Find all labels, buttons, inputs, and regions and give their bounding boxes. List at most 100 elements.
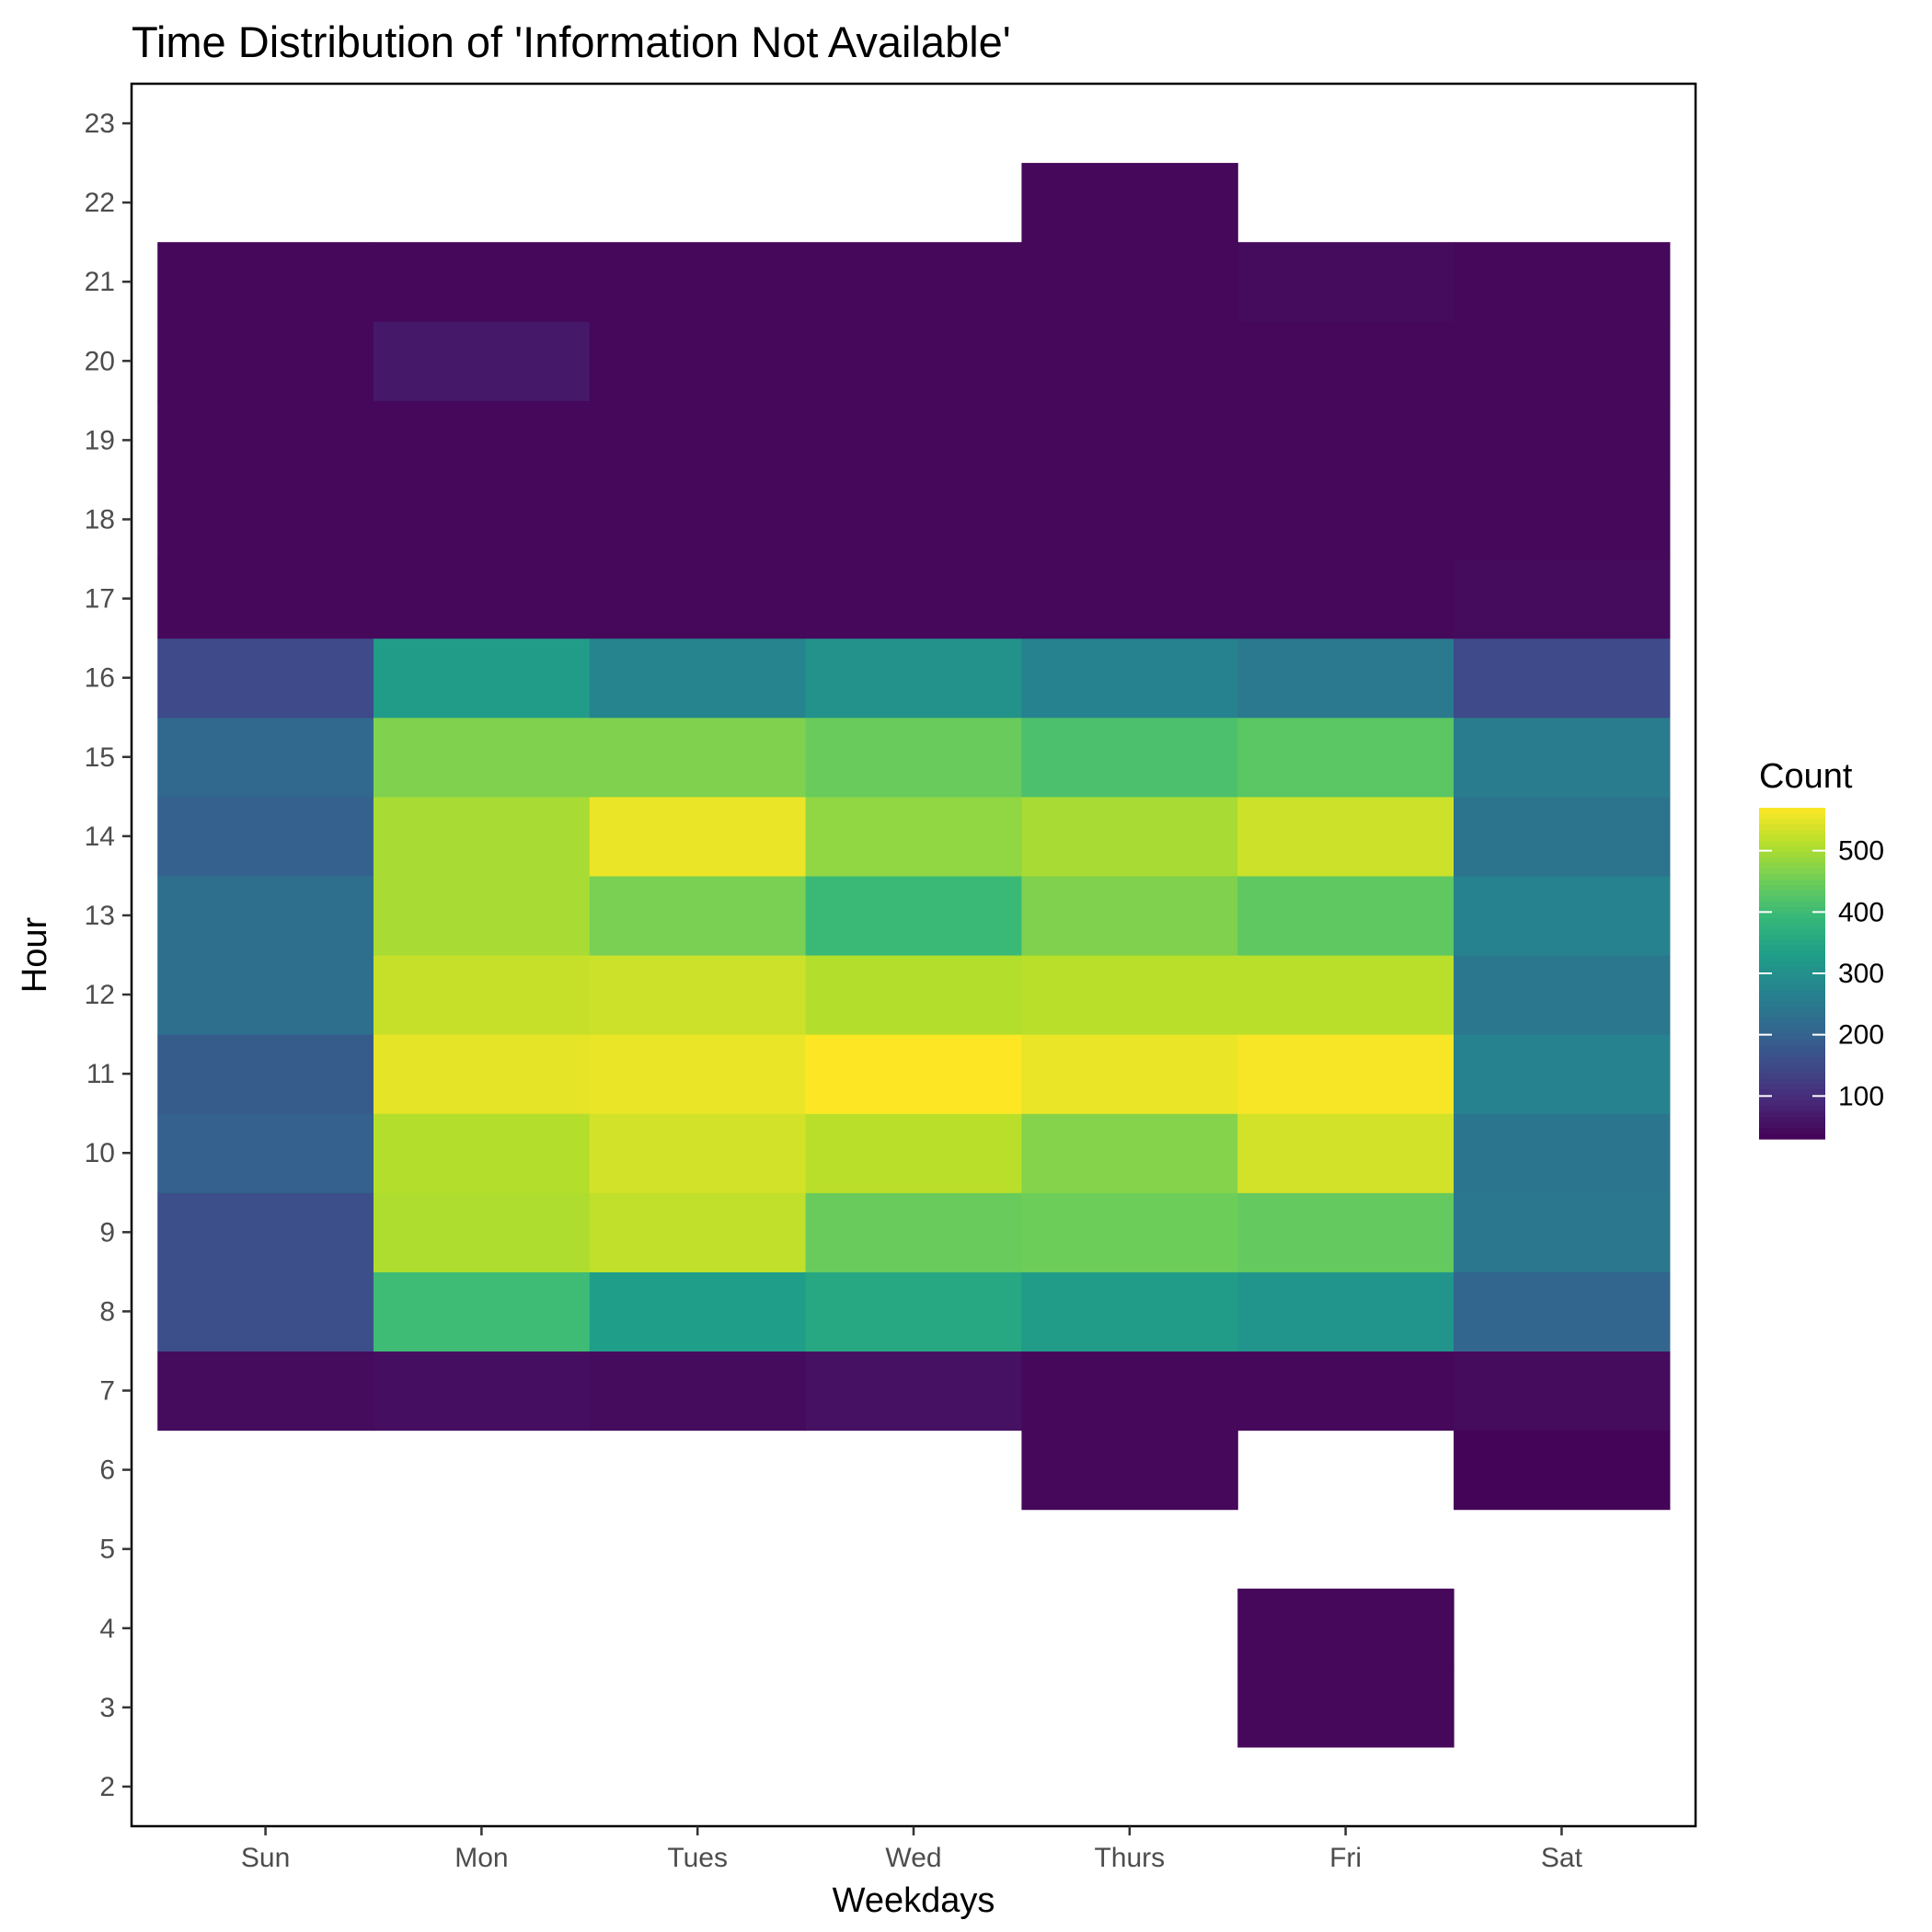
heatmap-cell	[157, 1351, 374, 1432]
y-tick-label: 8	[99, 1296, 115, 1327]
legend-color-step	[1759, 1001, 1825, 1007]
heatmap-cell	[1237, 242, 1455, 322]
legend-color-step	[1759, 1089, 1825, 1096]
y-tick-label: 16	[85, 663, 115, 694]
legend-color-step	[1759, 1095, 1825, 1101]
heatmap-cell	[1237, 1588, 1455, 1669]
heatmap-cell	[589, 717, 807, 798]
y-tick-label: 19	[85, 425, 115, 455]
heatmap-cell	[589, 558, 807, 639]
heatmap-cell	[805, 242, 1023, 322]
legend-color-step	[1759, 891, 1825, 897]
heatmap-cell	[373, 1034, 591, 1114]
heatmap-cell	[805, 479, 1023, 560]
legend-title: Count	[1759, 757, 1853, 796]
legend-color-step	[1759, 1018, 1825, 1024]
heatmap-cell	[1021, 558, 1238, 639]
legend-color-step	[1759, 984, 1825, 991]
heatmap-cell	[1021, 955, 1238, 1035]
heatmap-cell	[373, 321, 591, 401]
heatmap-cell	[1454, 875, 1671, 956]
heatmap-cell	[589, 1192, 807, 1272]
heatmap-cell	[157, 1192, 374, 1272]
legend-tick-label: 500	[1838, 836, 1884, 867]
legend-color-step	[1759, 1111, 1825, 1118]
legend-color-step	[1759, 1051, 1825, 1057]
heatmap-cell	[1454, 955, 1671, 1035]
heatmap-cell	[1237, 1113, 1455, 1193]
legend-color-step	[1759, 918, 1825, 925]
heatmap-cell	[805, 1113, 1023, 1193]
legend-color-step	[1759, 819, 1825, 825]
heatmap-cell	[1237, 1192, 1455, 1272]
heatmap-cell	[589, 1271, 807, 1352]
x-tick-label: Tues	[667, 1843, 728, 1873]
heatmap-cell	[1237, 400, 1455, 481]
heatmap-cell	[373, 558, 591, 639]
heatmap-cell	[589, 321, 807, 401]
heatmap-cell	[1237, 955, 1455, 1035]
y-tick-label: 21	[85, 267, 115, 297]
heatmap-cell	[805, 1271, 1023, 1352]
legend-color-step	[1759, 1040, 1825, 1046]
heatmap-cell	[1237, 638, 1455, 719]
heatmap-cell	[1021, 638, 1238, 719]
y-tick-label: 3	[99, 1693, 115, 1723]
x-axis-title: Weekdays	[833, 1881, 995, 1920]
y-tick-label: 9	[99, 1217, 115, 1248]
legend-color-step	[1759, 880, 1825, 886]
heatmap-cell	[589, 1034, 807, 1114]
legend-color-step	[1759, 1067, 1825, 1074]
heatmap-cell	[589, 796, 807, 877]
heatmap-cell	[1237, 796, 1455, 877]
legend-color-step	[1759, 841, 1825, 847]
heatmap-cell	[805, 638, 1023, 719]
heatmap-cell	[157, 242, 374, 322]
y-tick-label: 14	[85, 822, 115, 852]
heatmap-cell	[1237, 717, 1455, 798]
legend-color-step	[1759, 1084, 1825, 1090]
heatmap-cell	[157, 638, 374, 719]
legend-color-step	[1759, 835, 1825, 842]
heatmap-cell	[805, 875, 1023, 956]
y-tick-label: 2	[99, 1772, 115, 1802]
heatmap-cell	[373, 955, 591, 1035]
heatmap-cell	[805, 1192, 1023, 1272]
legend-color-step	[1759, 808, 1825, 814]
legend-color-step	[1759, 896, 1825, 903]
heatmap-cell	[1454, 1192, 1671, 1272]
legend-color-step	[1759, 1034, 1825, 1041]
heatmap-cell	[373, 479, 591, 560]
heatmap-cell	[1021, 479, 1238, 560]
heatmap-cell	[157, 558, 374, 639]
heatmap-cell	[157, 321, 374, 401]
heatmap-cell	[1454, 558, 1671, 639]
heatmap-cell	[1021, 321, 1238, 401]
y-axis-title: Hour	[16, 916, 54, 993]
heatmap-cell	[589, 242, 807, 322]
legend-color-step	[1759, 1006, 1825, 1013]
heatmap-cell	[805, 558, 1023, 639]
legend-color-step	[1759, 995, 1825, 1002]
legend-color-step	[1759, 940, 1825, 947]
heatmap-cell	[373, 875, 591, 956]
heatmap-cell	[157, 1113, 374, 1193]
color-legend: Count 100 200 300 400 500	[1759, 757, 1884, 1140]
legend-color-step	[1759, 1029, 1825, 1035]
heatmap-cell	[1021, 1271, 1238, 1352]
legend-color-step	[1759, 1106, 1825, 1112]
x-tick-label: Sun	[241, 1843, 290, 1873]
heatmap-cell	[1454, 242, 1671, 322]
heatmap-cell	[157, 1271, 374, 1352]
heatmap-cell	[1021, 1034, 1238, 1114]
legend-color-step	[1759, 863, 1825, 869]
y-tick-label: 5	[99, 1535, 115, 1565]
legend-color-step	[1759, 824, 1825, 831]
heatmap-cell	[805, 796, 1023, 877]
legend-color-step	[1759, 830, 1825, 836]
heatmap-cell	[1237, 1271, 1455, 1352]
x-tick-label: Thurs	[1094, 1843, 1165, 1873]
legend-color-step	[1759, 990, 1825, 996]
heatmap-cell	[1021, 875, 1238, 956]
legend-color-step	[1759, 1122, 1825, 1129]
